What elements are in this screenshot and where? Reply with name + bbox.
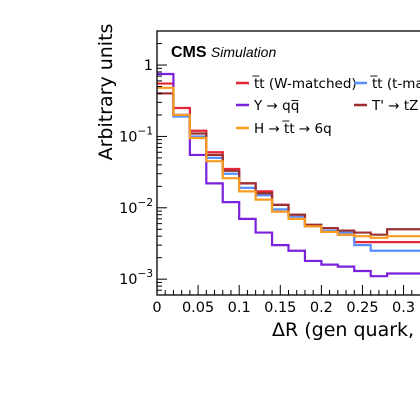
x-tick-label: 0.25 [346, 300, 378, 316]
x-axis-title: ΔR (gen quark, s [272, 319, 420, 341]
series-4-line [157, 86, 420, 239]
series-3-line [157, 92, 420, 236]
y-tick-label: 10−2 [119, 197, 153, 217]
series-layer [157, 72, 420, 278]
legend-label-4: H → t̅t → 6q [254, 120, 332, 137]
y-tick-label: 10−3 [119, 268, 153, 288]
y-tick-label: 1 [144, 58, 153, 74]
series-1-line [157, 92, 420, 252]
legend-label-0: t̅t (W-matched) [252, 75, 356, 92]
x-tick-label: 0.15 [264, 300, 296, 316]
cms-label: CMS [171, 44, 207, 61]
x-tick-label: 0.05 [182, 300, 214, 316]
axis-labels: 0 0.05 0.1 0.15 0.2 0.25 0.3 10−3 10−2 10−1 1 [119, 58, 415, 316]
legend-label-2: Y → qq̅ [253, 98, 299, 114]
x-tick-label: 0.1 [228, 300, 251, 316]
plot-frame [156, 30, 420, 296]
x-tick-label: 0 [152, 300, 161, 316]
legend-label-1: t̅t (t-mat [370, 75, 420, 92]
legend: t̅t (W-matched) t̅t (t-mat Y → qq̅ T' → tZ H… [236, 75, 420, 137]
experiment-label: CMS Simulation [171, 44, 276, 61]
x-tick-label: 0.3 [392, 300, 415, 316]
y-axis-title: Arbitrary units [95, 24, 117, 161]
y-tick-label: 10−1 [119, 125, 153, 145]
simulation-label: Simulation [211, 44, 277, 60]
x-tick-label: 0.2 [310, 300, 333, 316]
axis-ticks [156, 30, 413, 296]
legend-label-3: T' → tZ [371, 98, 418, 114]
